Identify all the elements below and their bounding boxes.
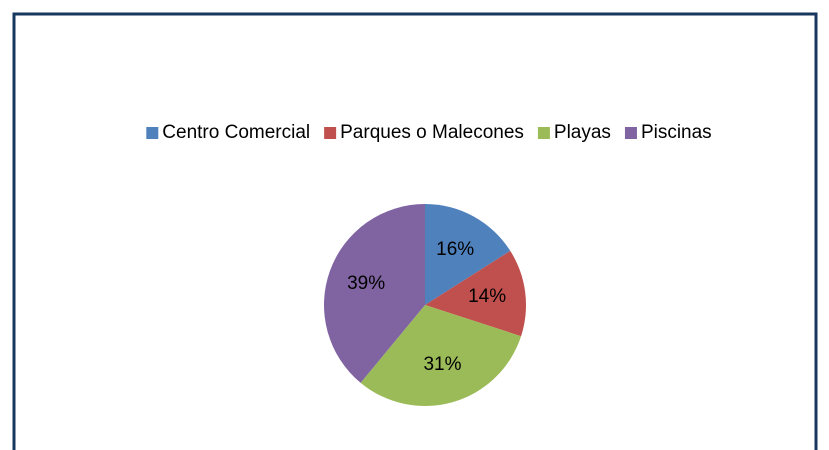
legend-swatch: [324, 127, 337, 139]
legend-swatch: [537, 127, 550, 139]
legend-label: Piscinas: [641, 122, 712, 143]
legend-label: Parques o Malecones: [340, 122, 524, 143]
pie-slice: [425, 204, 511, 305]
pie-slice: [360, 305, 522, 406]
data-label: 31%: [423, 354, 461, 375]
pie-slice: [425, 250, 526, 337]
data-label: 14%: [468, 286, 506, 307]
legend-label: Playas: [554, 122, 611, 143]
data-label: 16%: [436, 239, 474, 260]
legend-swatch: [624, 127, 637, 139]
data-label: 39%: [347, 273, 385, 294]
legend-swatch: [146, 127, 159, 139]
legend-label: Centro Comercial: [162, 122, 310, 143]
pie-slice: [324, 204, 425, 383]
